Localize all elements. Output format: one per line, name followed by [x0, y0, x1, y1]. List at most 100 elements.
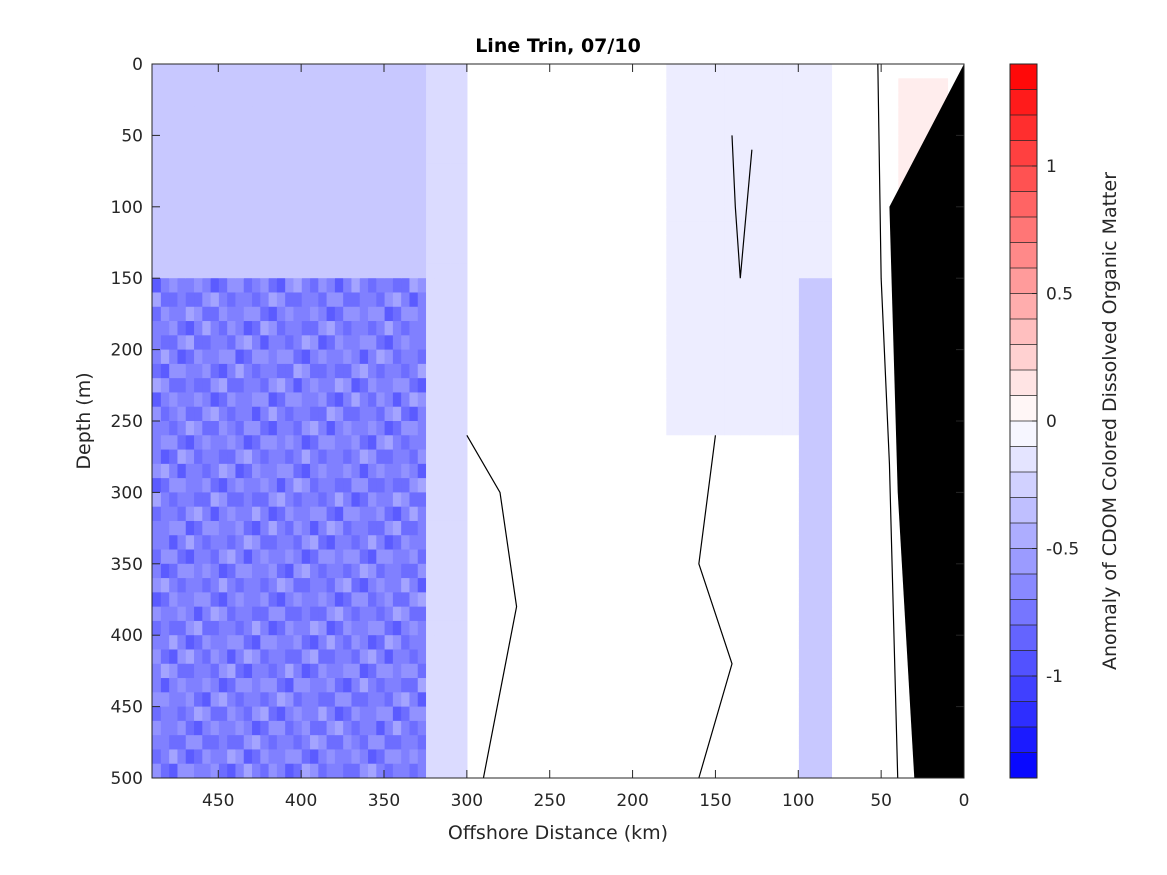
contour-cell [657, 349, 667, 365]
contour-cell [732, 163, 741, 179]
contour-cell [433, 378, 443, 394]
contour-cell [665, 649, 675, 665]
contour-cell [458, 720, 468, 736]
contour-cell [408, 78, 418, 94]
contour-cell [193, 235, 203, 251]
contour-cell [400, 392, 410, 408]
contour-cell [342, 206, 352, 222]
contour-cell [823, 378, 833, 394]
contour-cell [359, 763, 369, 778]
contour-cell [698, 192, 708, 208]
contour-cell [773, 92, 783, 108]
contour-cell [425, 263, 435, 279]
contour-cell [168, 549, 178, 565]
contour-cell [259, 620, 269, 636]
contour-cell [251, 306, 261, 322]
contour-cell [690, 64, 700, 79]
contour-cell [334, 649, 344, 665]
contour-cell [848, 749, 857, 765]
contour-cell [856, 506, 866, 522]
contour-cell [375, 578, 385, 593]
contour-cell [806, 92, 816, 108]
contour-cell [831, 478, 841, 493]
contour-cell [359, 178, 369, 194]
contour-cell [881, 92, 891, 108]
contour-cell [707, 449, 717, 465]
contour-cell [599, 478, 609, 493]
contour-cell [152, 263, 161, 279]
contour-cell [185, 135, 195, 151]
contour-cell [549, 106, 559, 122]
contour-cell [698, 263, 708, 279]
contour-cell [748, 278, 758, 294]
contour-cell [582, 392, 592, 408]
contour-cell [384, 692, 393, 708]
contour-cell [342, 378, 352, 394]
contour-cell [707, 235, 717, 251]
contour-cell [524, 135, 534, 151]
contour-cell [632, 763, 642, 778]
contour-cell [748, 635, 758, 651]
contour-cell [674, 306, 683, 322]
contour-cell [806, 592, 816, 608]
contour-cell [359, 749, 369, 765]
contour-cell [201, 235, 211, 251]
contour-cell [541, 235, 551, 251]
contour-cell [649, 221, 659, 236]
contour-cell [475, 406, 485, 422]
contour-cell [375, 263, 385, 279]
contour-cell [342, 421, 352, 436]
contour-cell [823, 163, 833, 179]
contour-cell [309, 578, 319, 593]
contour-cell [881, 735, 891, 751]
contour-cell [665, 263, 675, 279]
contour-cell [881, 749, 891, 765]
contour-cell [864, 249, 874, 265]
contour-cell [665, 163, 675, 179]
contour-cell [582, 449, 592, 465]
contour-cell [508, 163, 518, 179]
contour-cell [814, 692, 824, 708]
contour-cell [698, 535, 708, 551]
contour-cell [889, 649, 899, 665]
contour-cell [359, 292, 369, 308]
contour-cell [176, 278, 186, 294]
contour-cell [193, 363, 203, 379]
contour-cell [417, 421, 427, 436]
contour-cell [831, 463, 841, 479]
contour-cell [707, 178, 717, 194]
contour-cell [566, 692, 576, 708]
contour-cell [723, 735, 733, 751]
contour-cell [400, 435, 410, 451]
contour-cell [790, 678, 799, 693]
contour-cell [549, 592, 559, 608]
x-tick-label: 200 [616, 791, 648, 811]
contour-cell [201, 463, 211, 479]
contour-cell [334, 278, 344, 294]
contour-cell [657, 606, 667, 622]
contour-cell [549, 178, 559, 194]
contour-cell [408, 235, 418, 251]
contour-cell [475, 349, 485, 365]
contour-cell [491, 306, 501, 322]
contour-cell [201, 135, 211, 151]
contour-cell [624, 349, 634, 365]
contour-cell [806, 263, 816, 279]
contour-cell [748, 292, 758, 308]
contour-cell [872, 492, 882, 508]
contour-cell [657, 735, 667, 751]
contour-cell [259, 435, 269, 451]
contour-cell [665, 749, 675, 765]
contour-cell [624, 192, 634, 208]
contour-cell [234, 206, 244, 222]
contour-cell [897, 606, 907, 622]
contour-cell [152, 221, 161, 236]
contour-cell [160, 221, 170, 236]
contour-cell [392, 206, 402, 222]
contour-cell [707, 620, 717, 636]
contour-cell [657, 578, 667, 593]
contour-cell [715, 678, 725, 693]
contour-cell [732, 349, 741, 365]
contour-cell [682, 578, 692, 593]
colorbar-segment [1010, 650, 1037, 676]
